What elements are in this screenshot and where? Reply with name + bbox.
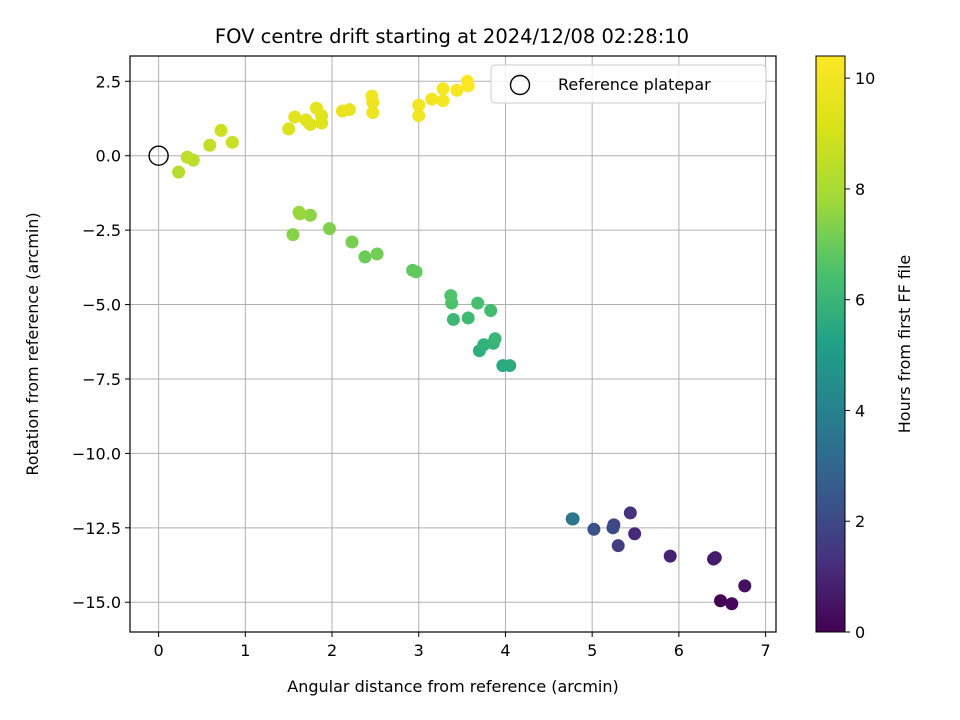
x-axis-label: Angular distance from reference (arcmin) [287, 677, 618, 696]
colorbar-tick-label: 8 [855, 180, 865, 199]
data-point [663, 549, 677, 563]
data-point [293, 207, 307, 221]
data-point [606, 521, 620, 535]
data-point [471, 296, 485, 310]
data-point [450, 83, 464, 97]
x-tick-label: 0 [154, 641, 164, 660]
x-tick-label: 5 [587, 641, 597, 660]
data-point [299, 113, 313, 127]
x-tick-label: 3 [414, 641, 424, 660]
data-point [358, 250, 372, 264]
y-axis-label: Rotation from reference (arcmin) [23, 212, 42, 475]
data-point [714, 594, 728, 608]
data-point [587, 522, 601, 536]
data-point [303, 208, 317, 222]
x-tick-label: 4 [500, 641, 510, 660]
data-point [503, 359, 517, 373]
data-point [322, 222, 336, 236]
data-point [738, 579, 752, 593]
data-point [342, 103, 356, 117]
data-point [623, 506, 637, 520]
data-point [484, 304, 498, 318]
data-point [412, 98, 426, 112]
y-tick-label: −15.0 [72, 593, 121, 612]
data-point [708, 551, 722, 565]
grid-lines [130, 56, 776, 632]
x-tick-label: 7 [761, 641, 771, 660]
data-point [225, 135, 239, 149]
data-point [566, 512, 580, 526]
data-point [611, 539, 625, 553]
y-tick-label: 0.0 [96, 147, 121, 166]
data-point [409, 265, 423, 279]
x-axis-ticks: 0 1 2 3 4 5 6 7 [154, 632, 771, 660]
data-point [180, 150, 194, 164]
data-point [725, 597, 739, 611]
data-point [365, 89, 379, 103]
data-point [446, 312, 460, 326]
data-point [370, 247, 384, 261]
x-tick-label: 6 [674, 641, 684, 660]
y-tick-label: −12.5 [72, 519, 121, 538]
colorbar-tick-label: 4 [855, 401, 865, 420]
data-point [345, 235, 359, 249]
y-tick-label: −10.0 [72, 444, 121, 463]
data-point [444, 289, 458, 303]
legend-open-circle-marker [509, 74, 531, 96]
colorbar-label: Hours from first FF file [895, 255, 914, 434]
y-tick-label: 2.5 [96, 72, 121, 91]
data-point [488, 332, 502, 346]
data-point [309, 101, 323, 115]
reference-platepar-marker [148, 145, 169, 166]
reference-circle [148, 145, 169, 166]
data-point [286, 228, 300, 242]
y-tick-label: −2.5 [82, 221, 121, 240]
x-tick-label: 2 [327, 641, 337, 660]
data-point [366, 106, 380, 120]
data-point [282, 122, 296, 136]
legend-entry-label: Reference platepar [558, 75, 711, 94]
data-point [628, 527, 642, 541]
data-point [214, 123, 228, 137]
data-point [436, 94, 450, 108]
y-axis-ticks: 2.5 0.0 −2.5 −5.0 −7.5 −10.0 −12.5 −15.0 [72, 72, 130, 612]
data-point [203, 138, 217, 152]
x-tick-label: 1 [240, 641, 250, 660]
data-point [425, 92, 439, 106]
data-point [461, 311, 475, 325]
plot-frame [129, 55, 777, 633]
colorbar-tick-label: 6 [855, 291, 865, 310]
colorbar-tick-label: 10 [855, 69, 875, 88]
data-point [412, 109, 426, 123]
chart-title: FOV centre drift starting at 2024/12/08 … [215, 25, 689, 48]
y-tick-label: −5.0 [82, 296, 121, 315]
colorbar-tick-label: 2 [855, 512, 865, 531]
data-point [172, 165, 186, 179]
legend-box [490, 64, 767, 104]
data-point [460, 74, 474, 88]
y-tick-label: −7.5 [82, 370, 121, 389]
colorbar-ticks: 0 2 4 6 8 10 [845, 69, 875, 642]
data-point [436, 82, 450, 96]
colorbar-tick-label: 0 [855, 623, 865, 642]
data-points [172, 74, 752, 611]
legend: Reference platepar [490, 64, 767, 104]
colorbar [815, 55, 846, 633]
data-point [288, 110, 302, 124]
data-point [477, 338, 491, 352]
